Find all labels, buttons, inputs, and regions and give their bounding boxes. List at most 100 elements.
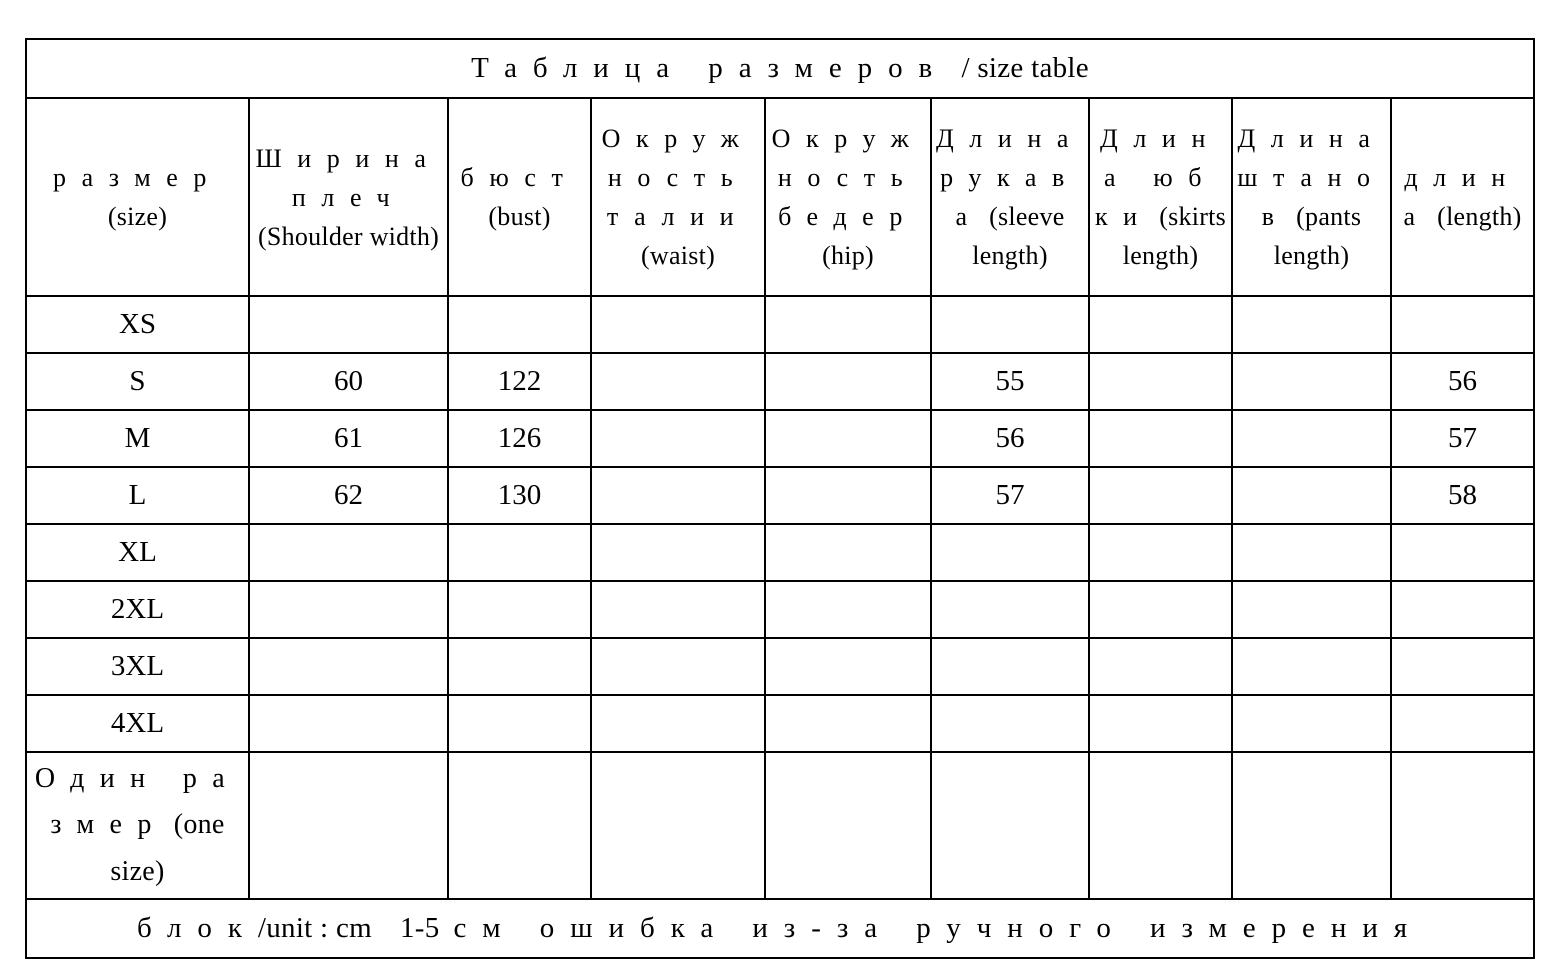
value-cell: [590, 295, 766, 354]
value-cell: [764, 751, 932, 900]
table-row-2xl: 2XL: [25, 580, 1536, 639]
size-cell: 4XL: [25, 694, 250, 753]
value-cell: [930, 295, 1090, 354]
value-cell: [447, 637, 592, 696]
value-cell: [764, 523, 932, 582]
size-cell: M: [25, 409, 250, 468]
value-cell: [590, 352, 766, 411]
table-row-xs: XS: [25, 295, 1536, 354]
value-cell: [764, 637, 932, 696]
header-ru-text: Окружность талии: [601, 124, 755, 231]
header-en-text: (bust): [488, 202, 551, 231]
value-cell: [1389, 637, 1536, 696]
value-cell: [930, 637, 1090, 696]
value-cell: [248, 295, 449, 354]
size-cell: L: [25, 466, 250, 525]
value-cell: [248, 523, 449, 582]
header-ru-text: размер: [52, 163, 223, 192]
table-row-one-size: Один размер (one size): [25, 751, 1536, 900]
header-en-text: (size): [107, 202, 168, 231]
value-cell: [1088, 694, 1233, 753]
table-title-ru: Таблица размеров: [471, 52, 949, 84]
size-cell: XS: [25, 295, 250, 354]
header-en-text: (Shoulder width): [257, 221, 440, 251]
value-cell: [1231, 580, 1392, 639]
value-cell: 62: [248, 466, 449, 525]
table-row-3xl: 3XL: [25, 637, 1536, 696]
value-cell: [1231, 352, 1392, 411]
table-row-4xl: 4XL: [25, 694, 1536, 753]
size-cell: 2XL: [25, 580, 250, 639]
column-header-sleeve-length: Длина рукава (sleeve length): [930, 97, 1090, 297]
header-ru-text: бюст: [460, 163, 579, 192]
table-title-en: / size table: [961, 52, 1089, 84]
value-cell: [1231, 466, 1392, 525]
value-cell: [590, 637, 766, 696]
table-row-m: M 61 126 56 57: [25, 409, 1536, 468]
value-cell: 60: [248, 352, 449, 411]
footer-unit-ru: блок: [136, 912, 258, 944]
column-header-pants-length: Длина штанов (pants length): [1231, 97, 1392, 297]
header-en-text: (pants length): [1273, 202, 1362, 270]
value-cell: [590, 694, 766, 753]
value-cell: 126: [447, 409, 592, 468]
value-cell: [1088, 409, 1233, 468]
footer-unit-en: /unit : cm: [257, 912, 372, 944]
value-cell: [1389, 523, 1536, 582]
value-cell: [248, 580, 449, 639]
value-cell: [1088, 751, 1233, 900]
value-cell: [248, 694, 449, 753]
value-cell: 56: [930, 409, 1090, 468]
table-row-s: S 60 122 55 56: [25, 352, 1536, 411]
column-header-shoulder-width: Ширина плеч (Shoulder width): [248, 97, 449, 297]
value-cell: [1088, 295, 1233, 354]
value-cell: [1389, 751, 1536, 900]
value-cell: 57: [1389, 409, 1536, 468]
header-ru-text: Ширина плеч: [255, 143, 442, 212]
header-ru-text: Длина рукава: [935, 124, 1085, 231]
header-ru-text: Длина юбки: [1094, 124, 1221, 231]
value-cell: 56: [1389, 352, 1536, 411]
table-title: Таблица размеров / size table: [24, 38, 1536, 99]
header-en-text: (sleeve length): [972, 202, 1065, 270]
value-cell: [248, 751, 449, 900]
value-cell: [930, 694, 1090, 753]
size-cell: XL: [25, 523, 250, 582]
size-cell-one-size: Один размер (one size): [25, 751, 250, 900]
header-ru-text: Окружность бедер: [771, 124, 925, 231]
value-cell: [447, 694, 592, 753]
value-cell: 58: [1389, 466, 1536, 525]
value-cell: [764, 694, 932, 753]
value-cell: [1088, 523, 1233, 582]
value-cell: [590, 523, 766, 582]
column-header-size: размер (size): [25, 97, 250, 297]
value-cell: [1088, 352, 1233, 411]
value-cell: 122: [447, 352, 592, 411]
value-cell: [447, 751, 592, 900]
value-cell: [1088, 466, 1233, 525]
header-ru-text: длина: [1403, 163, 1521, 231]
value-cell: [930, 580, 1090, 639]
footer-error-range: 1-5: [399, 912, 440, 944]
value-cell: [590, 751, 766, 900]
value-cell: [1231, 637, 1392, 696]
value-cell: [930, 523, 1090, 582]
table-row-xl: XL: [25, 523, 1536, 582]
size-table: Таблица размеров / size table размер (si…: [24, 38, 1536, 959]
value-cell: [1231, 295, 1392, 354]
title-row: Таблица размеров / size table: [24, 38, 1536, 99]
value-cell: [764, 580, 932, 639]
header-ru-text: Длина штанов: [1237, 124, 1386, 231]
header-en-text: (length): [1437, 202, 1522, 231]
value-cell: 57: [930, 466, 1090, 525]
value-cell: [1389, 580, 1536, 639]
column-header-hip: Окружность бедер (hip): [764, 97, 932, 297]
value-cell: [590, 466, 766, 525]
footer-error-note-ru: см ошибка из-за ручного измерения: [453, 912, 1424, 944]
column-header-bust: бюст (bust): [447, 97, 592, 297]
value-cell: 61: [248, 409, 449, 468]
value-cell: [590, 409, 766, 468]
value-cell: [1231, 409, 1392, 468]
one-size-ru-text: Один размер: [34, 763, 241, 841]
